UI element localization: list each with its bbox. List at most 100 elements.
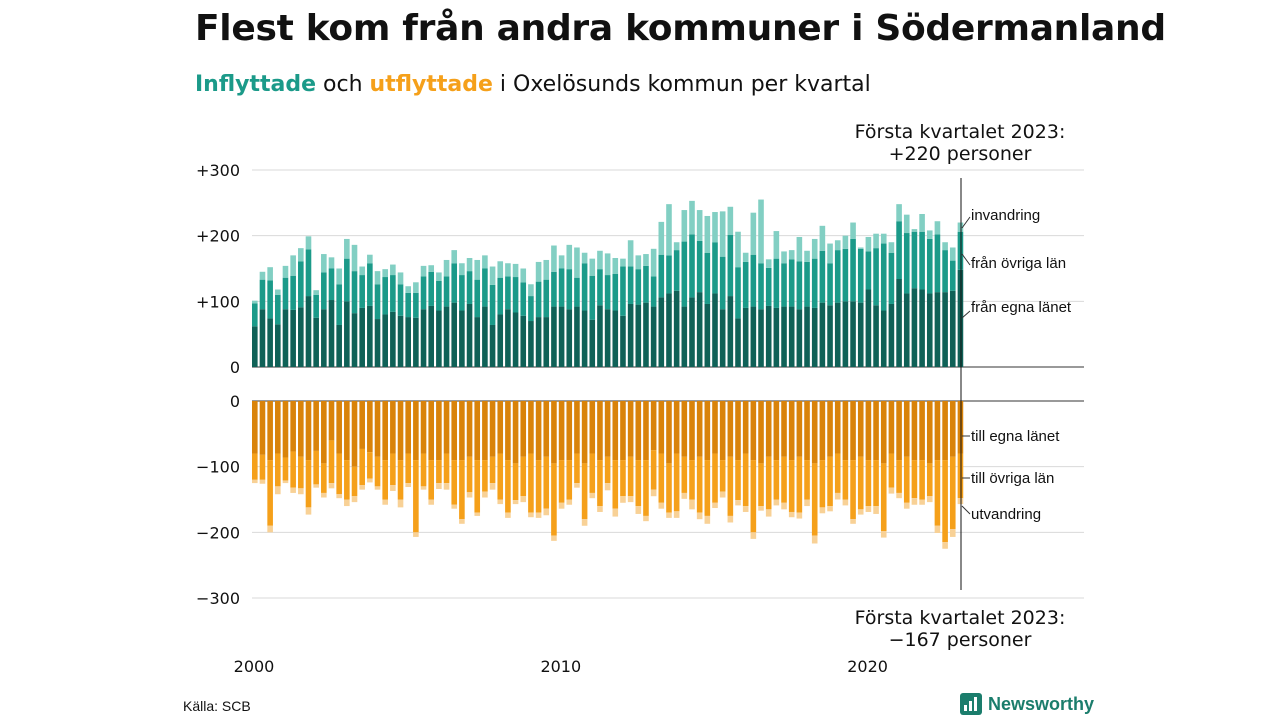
bar-out-ovriga [581,463,588,520]
bar-in-egna [873,305,879,367]
bar-in-invandring [880,233,887,244]
bar-out-egna [666,401,672,464]
bar-in-ovriga [451,263,458,303]
bar-out-utvandring [512,500,519,505]
bar-out-egna [604,401,611,457]
bar-in-invandring [911,229,918,232]
bar-in-egna [374,319,381,367]
bar-in-egna [282,309,289,367]
bar-out-ovriga [313,450,319,485]
bar-in-ovriga [543,279,550,318]
bar-in-invandring [574,247,580,278]
bar-in-egna [267,318,273,367]
bar-out-ovriga [405,453,411,484]
annotation-top: Första kvartalet 2023: +220 personer [820,121,1100,165]
bar-out-ovriga [466,456,473,493]
bar-out-ovriga [857,456,864,510]
bar-out-utvandring [643,515,649,522]
bar-out-egna [275,401,281,454]
bar-in-egna [842,301,849,367]
bar-in-egna [919,289,925,367]
bar-in-invandring [819,225,826,251]
bar-out-egna [321,401,327,464]
bar-in-invandring [535,261,542,282]
bar-out-ovriga [811,463,818,536]
bar-out-utvandring [451,504,458,509]
bar-out-utvandring [827,506,833,512]
annotation-bottom-line2: −167 personer [888,629,1032,651]
bar-out-ovriga [681,456,688,493]
source-note: Källa: SCB [183,698,251,714]
bar-in-invandring [367,254,373,264]
bar-out-egna [405,401,411,454]
bar-in-ovriga [681,241,688,307]
bar-in-egna [758,309,764,367]
bar-out-ovriga [842,460,849,500]
bar-out-egna [282,401,289,458]
bar-out-ovriga [482,460,488,492]
segment-label-leader [961,216,971,229]
bar-in-egna [620,315,626,367]
bar-out-egna [397,401,404,461]
bar-in-egna [857,302,864,367]
bar-in-egna [903,293,910,367]
bar-out-egna [390,401,396,454]
bar-out-utvandring [290,487,296,493]
bar-out-ovriga [673,453,680,512]
bar-in-egna [390,311,396,367]
bar-out-utvandring [834,492,841,500]
bar-out-ovriga [374,456,381,487]
bar-in-invandring [275,289,281,295]
bar-in-egna [696,292,703,367]
bar-out-utvandring [773,499,780,506]
bar-in-egna [804,306,810,367]
bar-in-invandring [719,211,726,257]
bar-out-utvandring [719,491,726,498]
bar-out-ovriga [520,456,527,497]
bar-in-egna [896,279,902,367]
bar-out-ovriga [497,453,504,500]
bar-out-ovriga [566,460,573,500]
bar-out-ovriga [321,463,327,493]
bar-in-egna [796,309,803,367]
bar-in-egna [397,315,404,367]
bar-out-utvandring [390,485,396,491]
bar-in-ovriga [489,284,496,325]
bar-in-ovriga [742,261,749,308]
bar-out-ovriga [351,466,358,497]
bar-in-invandring [658,221,665,255]
bar-out-egna [627,401,634,457]
bar-out-ovriga [788,460,795,512]
bar-out-egna [305,401,312,461]
bar-in-egna [566,309,573,367]
bar-in-ovriga [696,240,703,293]
subtitle-inflyttade: Inflyttade [195,72,317,97]
bar-out-ovriga [597,460,603,507]
bar-in-invandring [681,210,688,242]
bar-in-egna [612,310,619,367]
bar-in-egna [466,303,473,367]
bar-in-egna [589,319,596,367]
bar-out-egna [811,401,818,464]
bar-out-utvandring [942,542,948,549]
bar-in-egna [650,306,657,367]
bar-out-ovriga [267,460,273,526]
bar-out-egna [551,401,557,464]
bar-out-egna [727,401,734,457]
bar-in-ovriga [282,277,289,310]
bar-out-utvandring [305,507,312,515]
bar-out-utvandring [857,509,864,515]
bar-out-ovriga [712,453,718,503]
bar-out-utvandring [298,488,304,495]
bar-out-ovriga [926,463,933,497]
bar-out-ovriga [804,460,810,500]
segment-label-bottom: till övriga län [971,470,1054,487]
bar-in-ovriga [773,258,780,308]
bar-in-invandring [558,255,565,269]
bar-out-ovriga [819,460,826,508]
bar-in-egna [750,306,757,367]
bar-out-egna [558,401,565,461]
bar-out-egna [942,401,948,461]
bar-out-egna [926,401,933,464]
